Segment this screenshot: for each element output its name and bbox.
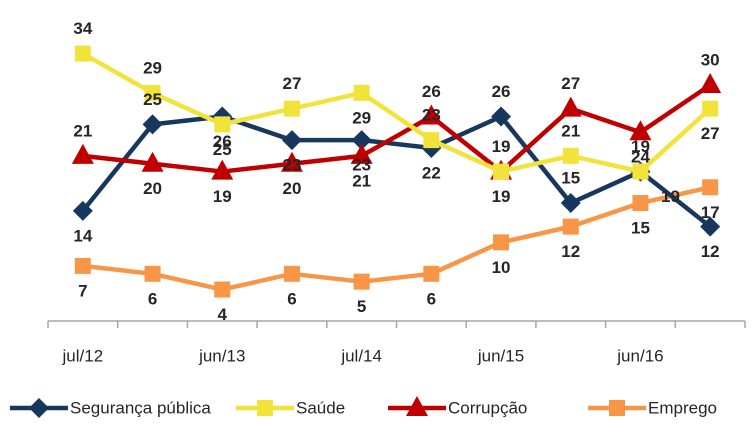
data-label: 23 — [282, 156, 301, 175]
data-point — [74, 257, 91, 274]
data-label: 20 — [282, 179, 301, 198]
x-tick-label: jul/12 — [62, 346, 104, 365]
data-label: 23 — [422, 106, 441, 125]
data-point — [629, 120, 652, 141]
data-label: 22 — [422, 163, 441, 182]
data-label: 19 — [631, 137, 650, 156]
data-point — [142, 114, 163, 135]
data-label: 26 — [422, 82, 441, 101]
data-label: 5 — [357, 297, 366, 316]
data-label: 6 — [148, 289, 157, 308]
data-point — [491, 106, 512, 127]
data-point — [560, 193, 581, 214]
data-point — [702, 179, 719, 196]
data-point — [74, 45, 91, 62]
data-point — [72, 200, 93, 221]
series-line — [81, 51, 712, 174]
data-point — [144, 265, 161, 282]
data-label: 34 — [73, 19, 92, 38]
data-point — [420, 104, 443, 125]
data-label: 27 — [701, 124, 720, 143]
legend-item: Saúde — [236, 398, 345, 417]
data-label: 30 — [701, 51, 720, 70]
data-point — [351, 130, 372, 151]
data-label: 12 — [561, 242, 580, 261]
legend-item: Corrupção — [388, 396, 527, 417]
data-point — [700, 216, 721, 237]
data-label: 27 — [561, 74, 580, 93]
data-point — [562, 147, 579, 164]
data-label: 27 — [282, 74, 301, 93]
data-label: 21 — [561, 121, 580, 140]
data-label: 19 — [213, 187, 232, 206]
legend-marker — [29, 398, 49, 418]
legend-marker — [406, 396, 428, 416]
data-point — [562, 218, 579, 235]
legend-marker — [609, 400, 625, 416]
data-label: 19 — [492, 187, 511, 206]
data-label: 21 — [352, 171, 371, 190]
data-point — [632, 163, 649, 180]
data-point — [493, 163, 510, 180]
data-point — [283, 100, 300, 117]
series-line — [82, 185, 711, 292]
legend-item: Segurança pública — [10, 398, 211, 418]
data-point — [141, 151, 164, 172]
data-label: 17 — [701, 203, 720, 222]
legend-label: Segurança pública — [70, 398, 211, 417]
data-point — [144, 84, 161, 101]
data-label: 6 — [287, 289, 296, 308]
data-point — [493, 234, 510, 251]
legend-item: Emprego — [588, 398, 717, 417]
data-label: 25 — [143, 90, 162, 109]
data-label: 6 — [427, 289, 436, 308]
data-label: 7 — [78, 281, 87, 300]
data-point — [702, 100, 719, 117]
data-label: 10 — [492, 258, 511, 277]
data-label: 12 — [701, 242, 720, 261]
data-label: 15 — [561, 169, 580, 188]
data-label: 26 — [492, 82, 511, 101]
series-line — [81, 114, 712, 229]
x-tick-label: jul/14 — [340, 346, 382, 365]
data-label: 19 — [661, 187, 680, 206]
x-tick-label: jun/13 — [198, 346, 245, 365]
data-point — [632, 195, 649, 212]
data-point — [214, 281, 231, 298]
x-tick-label: jun/15 — [477, 346, 524, 365]
legend-label: Corrupção — [448, 398, 527, 417]
data-point — [423, 265, 440, 282]
data-label: 14 — [73, 226, 92, 245]
x-tick-label: jun/16 — [616, 346, 663, 365]
data-label: 29 — [143, 58, 162, 77]
data-point — [211, 159, 234, 180]
legend-label: Saúde — [296, 398, 345, 417]
data-point — [281, 130, 302, 151]
data-point — [699, 73, 722, 94]
data-label: 26 — [213, 132, 232, 151]
data-point — [353, 273, 370, 290]
data-point — [214, 116, 231, 133]
data-point — [423, 132, 440, 149]
data-label: 21 — [73, 121, 92, 140]
data-point — [353, 84, 370, 101]
data-point — [280, 151, 303, 172]
data-point — [71, 143, 94, 164]
data-label: 19 — [492, 137, 511, 156]
data-label: 15 — [631, 219, 650, 238]
data-label: 25 — [213, 140, 232, 159]
series-line — [82, 83, 712, 174]
data-label: 20 — [143, 179, 162, 198]
legend-label: Emprego — [648, 398, 717, 417]
data-label: 23 — [352, 156, 371, 175]
data-point — [559, 96, 582, 117]
data-label: 4 — [218, 305, 228, 324]
data-point — [350, 143, 373, 164]
data-label: 24 — [631, 148, 650, 167]
data-label: 29 — [352, 108, 371, 127]
data-point — [283, 265, 300, 282]
legend-marker — [257, 400, 273, 416]
